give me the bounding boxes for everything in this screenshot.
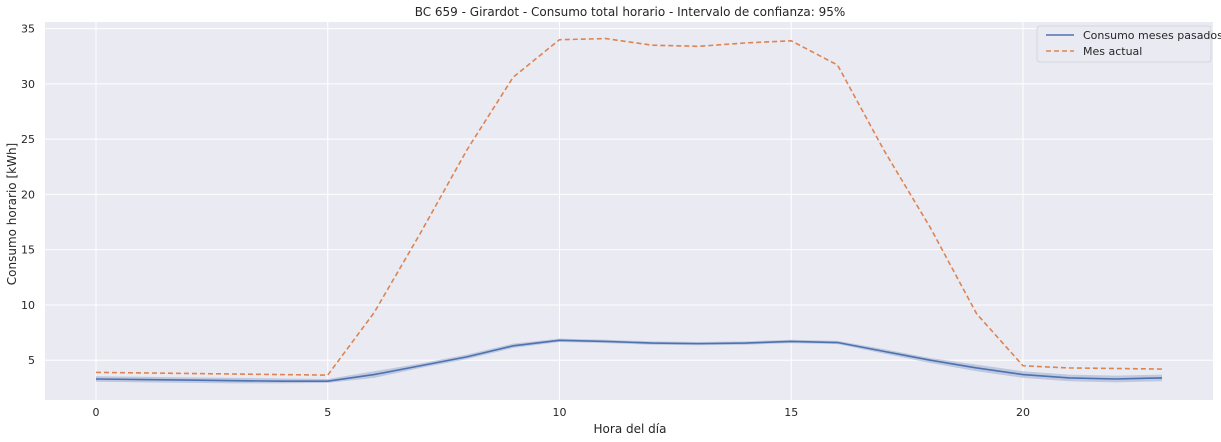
plot-background xyxy=(45,22,1213,400)
x-tick-label: 15 xyxy=(784,406,798,419)
series-line-0 xyxy=(95,339,1163,383)
y-tick-label: 5 xyxy=(28,354,35,367)
y-tick-label: 15 xyxy=(21,244,35,257)
y-tick-label: 30 xyxy=(21,78,35,91)
legend: Consumo meses pasados Mes actual xyxy=(1036,25,1221,63)
x-tick-label: 0 xyxy=(92,406,99,419)
y-tick-label: 35 xyxy=(21,23,35,36)
ci-band-consumo-meses-pasados xyxy=(95,338,1163,384)
x-tick-labels: 0 5 10 15 20 xyxy=(92,406,1029,419)
x-tick-label: 20 xyxy=(1016,406,1030,419)
series-line-1 xyxy=(95,37,1163,376)
x-tick-label: 5 xyxy=(324,406,331,419)
grid-lines xyxy=(45,22,1213,400)
legend-box xyxy=(1036,25,1212,63)
x-axis-label: Hora del día xyxy=(594,422,667,436)
y-axis-label: Consumo horario [kWh] xyxy=(5,143,19,285)
y-tick-label: 25 xyxy=(21,133,35,146)
y-tick-label: 20 xyxy=(21,188,35,201)
legend-entry-consumo-meses-pasados: Consumo meses pasados xyxy=(1083,29,1221,42)
x-tick-label: 10 xyxy=(552,406,566,419)
legend-entry-mes-actual: Mes actual xyxy=(1083,45,1142,58)
y-tick-label: 10 xyxy=(21,299,35,312)
y-tick-labels: 5 10 15 20 25 30 35 xyxy=(21,23,35,368)
confidence-band xyxy=(95,338,1163,384)
series-lines xyxy=(95,37,1163,383)
chart-title: BC 659 - Girardot - Consumo total horari… xyxy=(415,5,846,19)
